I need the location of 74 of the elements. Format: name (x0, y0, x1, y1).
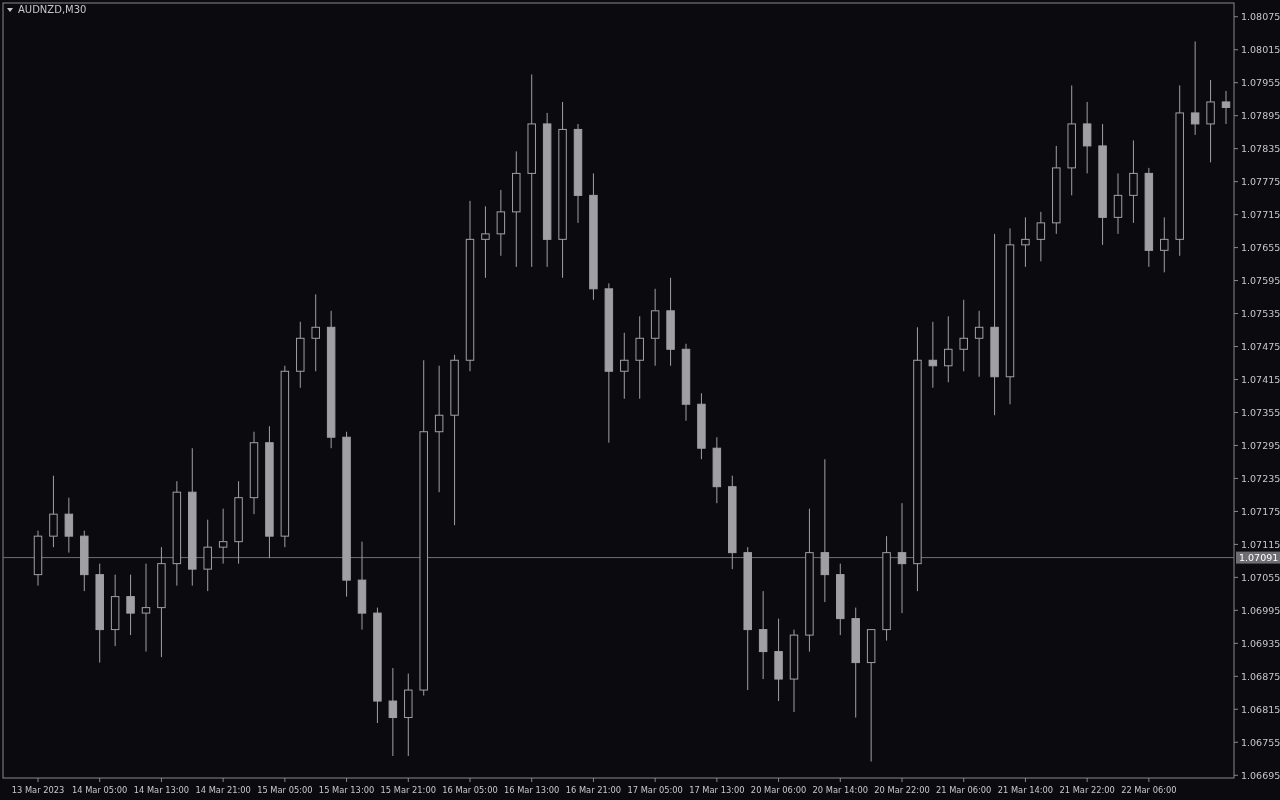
candlestick (1221, 90, 1231, 125)
candlestick (1190, 40, 1200, 136)
candlestick (635, 315, 644, 400)
x-tick-label: 16 Mar 21:00 (565, 785, 622, 795)
candlestick (481, 205, 490, 279)
candlestick (1206, 79, 1215, 163)
x-tick-label: 14 Mar 21:00 (195, 785, 251, 795)
y-tick-label: 1.07295 (1241, 439, 1280, 451)
x-tick-label: 14 Mar 05:00 (72, 785, 128, 795)
y-tick-label: 1.07775 (1241, 175, 1280, 187)
candlestick (944, 315, 953, 383)
y-tick-label: 1.08015 (1241, 44, 1280, 56)
y-tick-label: 1.07595 (1241, 274, 1280, 286)
candlestick (49, 475, 58, 548)
chart-title: AUDNZD,M30 (18, 4, 87, 15)
y-tick-label: 1.07955 (1241, 77, 1280, 89)
candlestick (496, 189, 506, 257)
y-tick-label: 1.06815 (1241, 703, 1280, 715)
candlestick (1129, 139, 1138, 224)
x-tick-label: 15 Mar 05:00 (257, 785, 313, 795)
y-tick-label: 1.07655 (1241, 241, 1280, 253)
x-tick-label: 21 Mar 22:00 (1059, 785, 1115, 795)
x-tick-label: 22 Mar 06:00 (1121, 785, 1177, 795)
x-tick-label: 16 Mar 13:00 (504, 785, 560, 795)
x-tick-label: 16 Mar 05:00 (442, 785, 498, 795)
x-tick-label: 21 Mar 06:00 (936, 785, 992, 795)
candlestick (897, 502, 907, 614)
y-tick-label: 1.07055 (1241, 571, 1280, 583)
y-tick-label: 1.06875 (1241, 670, 1280, 682)
y-tick-label: 1.07175 (1241, 505, 1280, 517)
y-tick-label: 1.07535 (1241, 307, 1280, 319)
candlestick (928, 321, 938, 389)
y-tick-label: 1.06935 (1241, 637, 1280, 649)
x-tick-label: 20 Mar 22:00 (874, 785, 930, 795)
candlestick (974, 310, 984, 378)
candlestick (126, 574, 135, 636)
candlestick (1160, 216, 1169, 273)
candlestick (959, 299, 968, 372)
y-tick-label: 1.07415 (1241, 373, 1280, 385)
candlestick (141, 563, 151, 653)
x-tick-label: 21 Mar 14:00 (997, 785, 1054, 795)
candlestick (758, 590, 768, 680)
y-tick-label: 1.07715 (1241, 208, 1280, 220)
candlestick (434, 365, 444, 493)
candlestick (311, 293, 320, 372)
x-tick-label: 20 Mar 14:00 (812, 785, 868, 795)
candlestick (1113, 172, 1123, 235)
candlestick (388, 667, 398, 757)
y-tick-label: 1.07355 (1241, 406, 1280, 418)
y-tick-label: 1.06995 (1241, 604, 1280, 616)
y-tick-label: 1.07115 (1241, 538, 1280, 550)
candlestick (620, 332, 629, 400)
y-tick-label: 1.07235 (1241, 472, 1280, 484)
candlestick (1036, 211, 1046, 262)
candlestick (1082, 101, 1092, 174)
candlestick (203, 519, 212, 592)
y-tick-label: 1.06755 (1241, 736, 1280, 748)
ref-line-label: 1.07091 (1239, 551, 1279, 563)
y-tick-label: 1.07475 (1241, 340, 1280, 352)
x-tick-label: 17 Mar 13:00 (689, 785, 745, 795)
candlestick (64, 497, 74, 554)
x-tick-label: 17 Mar 05:00 (627, 785, 683, 795)
x-tick-label: 14 Mar 13:00 (133, 785, 190, 795)
y-tick-label: 1.07895 (1241, 110, 1280, 121)
candlestick (218, 508, 228, 565)
candlestick (1021, 216, 1030, 268)
y-tick-label: 1.06695 (1241, 769, 1280, 781)
x-tick-label: 15 Mar 21:00 (380, 785, 436, 795)
y-tick-label: 1.07835 (1241, 142, 1280, 154)
x-tick-label: 13 Mar 2023 (11, 785, 65, 795)
candlestick (820, 458, 830, 603)
x-tick-label: 15 Mar 13:00 (318, 785, 375, 795)
y-tick-label: 1.08075 (1241, 11, 1280, 23)
x-tick-label: 20 Mar 06:00 (750, 785, 807, 795)
